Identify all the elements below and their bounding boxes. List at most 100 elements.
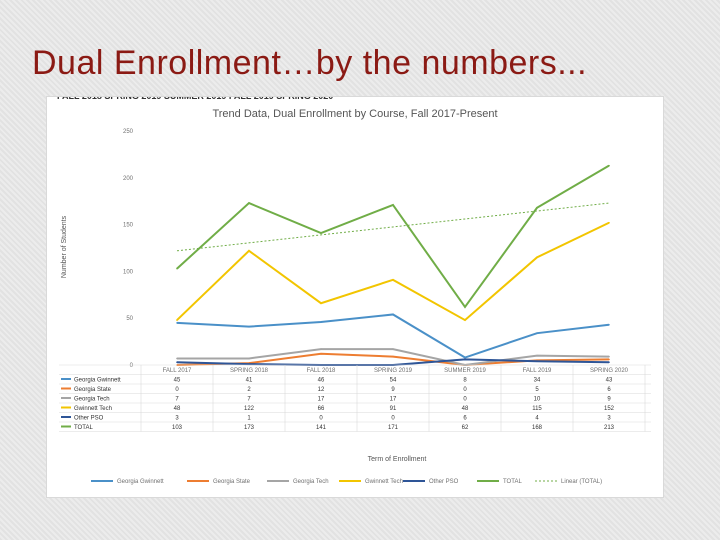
data-point — [176, 357, 178, 360]
plot-area — [176, 164, 610, 367]
table-cell: 0 — [391, 416, 395, 422]
table-cell: 213 — [604, 425, 615, 431]
table-row-label: TOTAL — [74, 425, 93, 431]
data-point — [464, 358, 466, 361]
table-cell: 10 — [534, 397, 541, 403]
table-cell: 62 — [462, 425, 469, 431]
data-point — [608, 221, 610, 224]
data-point — [176, 322, 178, 324]
legend-label: Gwinnett Tech — [365, 479, 403, 485]
trend-line-chart: Trend Data, Dual Enrollment by Course, F… — [59, 108, 651, 485]
y-tick-label: 0 — [130, 363, 134, 369]
data-point — [536, 354, 538, 357]
table-cell: 122 — [244, 406, 255, 412]
data-point — [608, 164, 610, 167]
cropped-header-text: FALL 2018 SPRING 2019 SUMMER 2019 FALL 2… — [57, 91, 334, 101]
chart-panel: FALL 2018 SPRING 2019 SUMMER 2019 FALL 2… — [46, 96, 664, 498]
table-cell: 6 — [607, 387, 611, 393]
data-point — [176, 361, 178, 363]
data-point — [464, 306, 466, 308]
table-cell: 91 — [390, 406, 397, 412]
table-cell: 0 — [319, 416, 323, 422]
data-point — [536, 256, 538, 259]
y-tick-label: 150 — [123, 223, 134, 229]
legend-label: Linear (TOTAL) — [561, 479, 602, 485]
table-row-label: Georgia Gwinnett — [74, 378, 121, 384]
data-point — [608, 323, 610, 326]
series-line-5 — [176, 164, 610, 309]
table-cell: 7 — [247, 397, 251, 403]
y-ticks: 0 50 100 150 200 250 — [123, 129, 134, 369]
x-tick-label: SUMMER 2019 — [444, 368, 486, 374]
table-cell: 46 — [318, 378, 325, 384]
legend-label: TOTAL — [503, 479, 522, 485]
table-cell: 141 — [316, 425, 327, 431]
table-cell: 0 — [175, 387, 179, 393]
data-point — [464, 319, 466, 321]
table-cell: 48 — [462, 406, 469, 412]
table-cell: 6 — [463, 416, 467, 422]
table-cell: 17 — [390, 397, 397, 403]
data-point — [176, 319, 178, 321]
data-point — [392, 313, 394, 316]
series-line-3 — [176, 221, 610, 322]
x-tick-label: SPRING 2020 — [590, 368, 629, 374]
data-point — [320, 302, 322, 305]
table-cell: 0 — [463, 387, 467, 393]
legend-label: Georgia State — [213, 479, 251, 485]
legend-label: Georgia Gwinnett — [117, 479, 164, 485]
data-point — [248, 357, 250, 360]
data-point — [248, 250, 250, 252]
data-point — [608, 358, 610, 361]
x-tick-label: SPRING 2019 — [374, 368, 413, 374]
legend: Georgia Gwinnett Georgia State Georgia Tec… — [91, 479, 602, 485]
table-cell: 34 — [534, 378, 541, 384]
table-cell: 17 — [318, 397, 325, 403]
table-cell: 12 — [318, 387, 325, 393]
table-cell: 41 — [246, 378, 253, 384]
table-cell: 45 — [174, 378, 181, 384]
table-cell: 5 — [535, 387, 539, 393]
table-row-label: Gwinnett Tech — [74, 406, 112, 412]
table-row-label: Georgia State — [74, 387, 112, 393]
table-cell: 7 — [175, 397, 179, 403]
x-axis-label: Term of Enrollment — [368, 456, 427, 463]
x-tick-label: SPRING 2018 — [230, 368, 269, 374]
data-point — [248, 363, 250, 365]
table-cell: 173 — [244, 425, 255, 431]
table-row-label: Other PSO — [74, 416, 104, 422]
data-point — [608, 361, 610, 363]
legend-label: Other PSO — [429, 479, 459, 485]
legend-label: Georgia Tech — [293, 479, 329, 485]
table-cell: 0 — [463, 397, 467, 403]
trendline-total — [176, 202, 610, 252]
data-point — [176, 267, 178, 270]
data-point — [320, 352, 322, 355]
table-cell: 115 — [532, 406, 542, 412]
data-point — [392, 348, 394, 350]
y-tick-label: 200 — [123, 176, 134, 182]
table-cell: 66 — [318, 406, 325, 412]
data-point — [536, 332, 538, 334]
data-point — [320, 232, 322, 234]
table-cell: 3 — [607, 416, 611, 422]
data-point — [248, 325, 250, 328]
table-cell: 1 — [247, 416, 251, 422]
data-point — [320, 348, 322, 350]
data-point — [536, 206, 538, 209]
data-point — [248, 202, 250, 204]
data-point — [392, 204, 394, 206]
table-cell: 8 — [463, 378, 467, 384]
table-cell: 152 — [604, 406, 615, 412]
data-point — [320, 321, 322, 323]
table-cell: 171 — [388, 425, 399, 431]
series-line-0 — [176, 313, 610, 359]
data-point — [536, 360, 538, 363]
table-cell: 103 — [172, 425, 183, 431]
table-cell: 54 — [390, 378, 397, 384]
data-point — [464, 356, 466, 359]
data-table: FALL 2017 SPRING 2018 FALL 2018 SPRING 2019… — [59, 364, 651, 432]
x-tick-label: FALL 2017 — [163, 368, 192, 374]
y-tick-label: 100 — [123, 269, 134, 275]
table-cell: 48 — [174, 406, 181, 412]
